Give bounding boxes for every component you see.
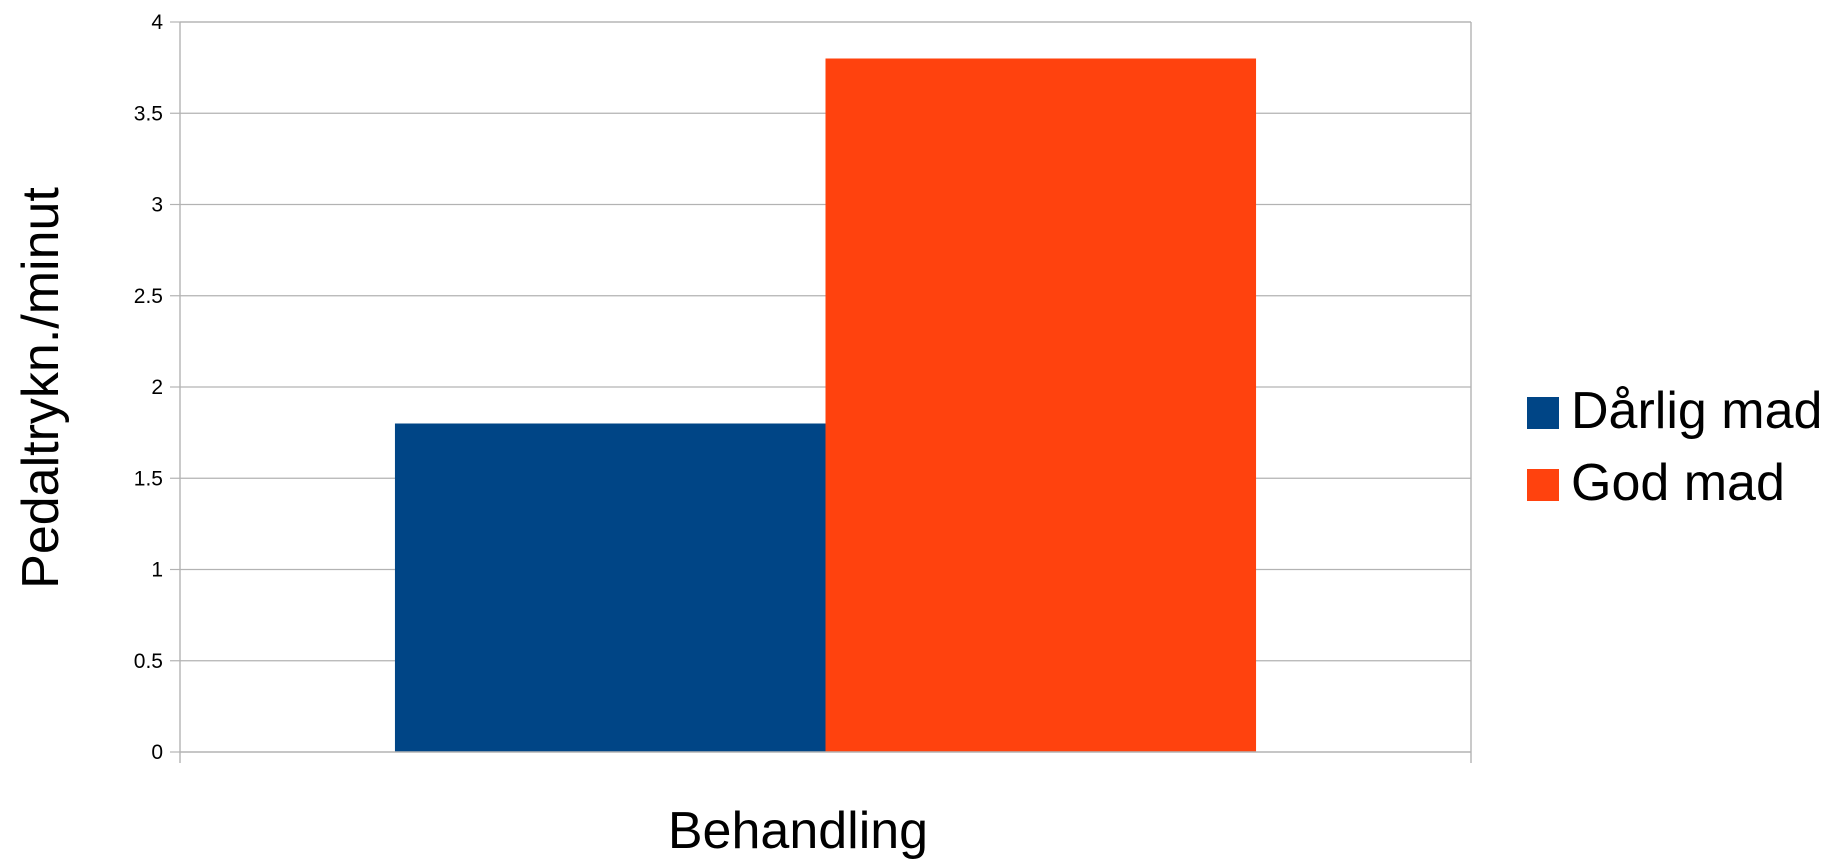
legend-swatch [1527, 397, 1559, 429]
y-tick-label: 4 [151, 11, 163, 34]
legend: Dårlig mad God mad [1527, 382, 1822, 512]
legend-label: Dårlig mad [1571, 382, 1822, 440]
y-tick-label: 3 [151, 194, 163, 217]
y-tick-label: 2.5 [134, 285, 163, 308]
x-axis-title: Behandling [668, 802, 928, 859]
y-tick-label: 1 [151, 559, 163, 582]
y-tick-labels: 0 0.5 1 1.5 2 2.5 3 3.5 4 [134, 11, 164, 764]
bar-god-mad [825, 58, 1257, 752]
y-tick-label: 0 [151, 741, 163, 764]
y-axis-title: Pedaltrykn./minut [12, 187, 70, 589]
y-tick-label: 2 [151, 376, 163, 399]
y-tick-label: 0.5 [134, 650, 163, 673]
bar-d-rlig-mad [394, 423, 826, 752]
legend-swatch [1527, 469, 1559, 501]
axes [170, 21, 1472, 763]
y-tick-label: 1.5 [134, 467, 163, 490]
legend-label: God mad [1571, 454, 1785, 512]
y-tick-label: 3.5 [134, 102, 163, 125]
bars [394, 58, 1257, 752]
